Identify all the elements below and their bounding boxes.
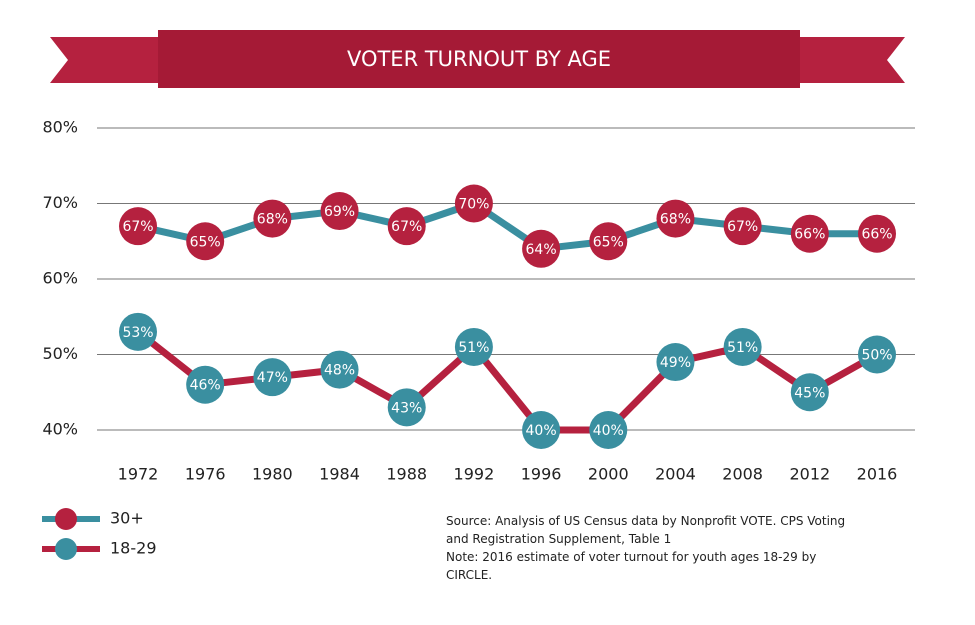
point bbox=[387, 388, 426, 427]
point bbox=[253, 358, 292, 397]
x-tick-label: 2000 bbox=[588, 465, 629, 484]
data-label: 65% bbox=[593, 234, 624, 250]
y-tick-label: 40% bbox=[42, 420, 78, 439]
series-line bbox=[137, 200, 877, 253]
point bbox=[186, 365, 225, 404]
data-label: 64% bbox=[526, 242, 557, 258]
point bbox=[454, 184, 493, 223]
point bbox=[589, 411, 628, 449]
banner-right bbox=[800, 37, 905, 83]
point bbox=[656, 343, 695, 382]
data-label: 47% bbox=[257, 370, 288, 386]
data-label: 53% bbox=[122, 325, 153, 341]
point bbox=[522, 411, 561, 449]
legend-marker bbox=[55, 538, 77, 560]
point bbox=[253, 199, 292, 238]
point bbox=[723, 207, 762, 246]
chart-title: VOTER TURNOUT BY AGE bbox=[347, 47, 611, 71]
x-tick-label: 2004 bbox=[655, 465, 696, 484]
legend-label: 18-29 bbox=[110, 539, 157, 558]
point bbox=[790, 214, 829, 253]
data-label: 48% bbox=[324, 363, 355, 379]
y-tick-label: 50% bbox=[42, 344, 78, 363]
banner bbox=[158, 30, 800, 88]
x-tick-label: 2008 bbox=[722, 465, 763, 484]
data-label: 68% bbox=[257, 212, 288, 228]
point bbox=[858, 214, 896, 253]
point bbox=[589, 222, 628, 261]
data-label: 51% bbox=[727, 340, 758, 356]
point bbox=[858, 335, 896, 374]
data-label: 50% bbox=[861, 348, 892, 364]
note: Note: 2016 estimate of voter turnout for… bbox=[446, 550, 817, 582]
data-label: 66% bbox=[794, 227, 825, 243]
data-label: 68% bbox=[660, 212, 691, 228]
data-label: 46% bbox=[190, 378, 221, 394]
y-tick-label: 80% bbox=[42, 118, 78, 137]
point bbox=[387, 207, 426, 246]
data-label: 45% bbox=[794, 385, 825, 401]
data-label: 49% bbox=[660, 355, 691, 371]
point bbox=[522, 229, 561, 268]
x-tick-label: 1976 bbox=[185, 465, 226, 484]
point bbox=[723, 327, 762, 366]
data-label: 40% bbox=[593, 423, 624, 439]
data-label: 69% bbox=[324, 204, 355, 220]
x-tick-label: 1980 bbox=[252, 465, 293, 484]
point bbox=[119, 312, 157, 351]
x-tick-label: 2012 bbox=[789, 465, 830, 484]
series-line bbox=[135, 329, 879, 434]
point bbox=[656, 199, 695, 238]
source: Source: Analysis of US Census data by No… bbox=[446, 514, 846, 546]
data-label: 67% bbox=[122, 219, 153, 235]
point bbox=[186, 222, 225, 261]
data-label: 65% bbox=[190, 234, 221, 250]
data-label: 67% bbox=[391, 219, 422, 235]
point bbox=[790, 373, 829, 412]
point bbox=[119, 207, 157, 246]
banner-left bbox=[50, 37, 160, 83]
x-tick-label: 1972 bbox=[118, 465, 159, 484]
data-label: 43% bbox=[391, 400, 422, 416]
x-tick-label: 1988 bbox=[386, 465, 427, 484]
x-tick-label: 1992 bbox=[454, 465, 495, 484]
data-label: 70% bbox=[458, 197, 489, 213]
y-tick-label: 60% bbox=[42, 269, 78, 288]
y-tick-label: 70% bbox=[42, 193, 78, 212]
x-tick-label: 2016 bbox=[857, 465, 898, 484]
legend-label: 30+ bbox=[110, 509, 144, 528]
x-tick-label: 1996 bbox=[521, 465, 562, 484]
legend-marker bbox=[55, 508, 77, 530]
x-tick-label: 1984 bbox=[319, 465, 360, 484]
data-label: 40% bbox=[526, 423, 557, 439]
point bbox=[320, 192, 359, 231]
data-label: 67% bbox=[727, 219, 758, 235]
data-label: 66% bbox=[861, 227, 892, 243]
notes: Source: Analysis of US Census data by No… bbox=[446, 512, 866, 584]
data-label: 51% bbox=[458, 340, 489, 356]
point bbox=[320, 350, 359, 389]
point bbox=[454, 327, 493, 366]
